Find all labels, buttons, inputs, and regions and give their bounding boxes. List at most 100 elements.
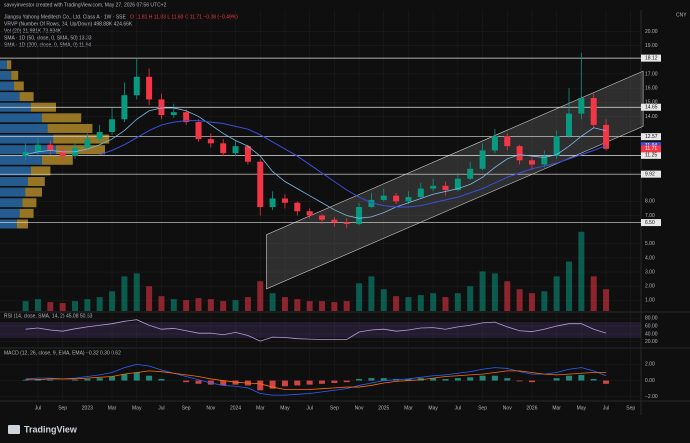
x-tick-label: Jul [455,405,461,411]
y-tick-label: 17.00 [645,71,658,77]
x-tick-label: Jul [603,405,609,411]
y-tick-label: 16.00 [645,85,658,91]
candle-body [232,146,239,154]
legend-symbol: Jiangsu Yahong Meditech Co., Ltd. Class … [4,14,126,20]
macd-hist [84,378,91,381]
x-tick-label: Sep [58,405,67,411]
y-tick-label: 19.00 [645,43,658,49]
candle-body [133,76,140,96]
profile-up [0,166,31,176]
x-tick-label: Sep [182,405,191,411]
macd-hist [22,379,29,381]
x-tick-label: May [132,405,142,411]
profile-up [0,145,56,155]
candle-body [294,202,301,212]
volume-bar [121,276,128,311]
macd-hist [47,379,54,381]
candle-body [442,185,449,191]
volume-bar [393,296,400,311]
macd-hist [183,380,190,383]
level-tag [641,103,661,111]
macd-hist [220,380,227,386]
level-tag [641,151,661,159]
profile-down [42,113,82,123]
volume-bar [343,301,350,311]
candle-body [454,178,461,191]
x-tick-label: Jul [35,405,41,411]
volume-bar [59,303,66,311]
x-tick-label: Nov [503,405,512,411]
y-tick-label: 20.00 [645,29,658,35]
x-tick-label: Sep [626,405,635,411]
volume-bar [467,286,474,311]
profile-up [0,177,28,187]
candle-body [257,161,264,207]
macd-hist [405,378,412,381]
macd-hist [603,380,610,384]
volume-bar [183,300,190,311]
candle-body [319,215,325,220]
volume-bar [417,295,424,311]
volume-bar [442,297,449,311]
x-tick-label: 2025 [378,405,389,411]
y-tick-label: 5.00 [645,241,655,247]
macd-hist [491,375,498,381]
candle-body [467,168,474,179]
x-tick-label: May [428,405,438,411]
macd-hist [368,378,375,381]
candle-body [220,143,227,154]
volume-bar [578,231,585,311]
macd-hist [553,378,560,381]
volume-bar [368,276,375,311]
x-tick-label: May [577,405,587,411]
level-label: 12.57 [645,134,658,140]
y-tick-label: 20.00 [645,339,658,345]
macd-hist [417,378,424,381]
macd-hist [467,377,474,381]
footer-brand: TradingView [24,424,78,434]
x-tick-label: 2024 [230,405,241,411]
macd-hist [442,378,449,381]
level-label: 6.50 [645,220,655,226]
macd-hist [133,372,140,381]
macd-hist [578,374,585,381]
x-tick-label: Sep [478,405,487,411]
candle-body [590,98,597,125]
rsi-line [25,319,607,342]
profile-up [0,92,20,102]
candle-body [170,112,177,116]
rsi-band [0,322,641,338]
credit: savvyinvestor created with TradingView.c… [4,2,167,8]
macd-hist [504,378,511,381]
profile-down [22,198,37,208]
candle-body [356,206,363,224]
profile-down [19,92,34,102]
level-tag [641,219,661,227]
profile-down [42,155,73,165]
rsi-title: RSI (14, close, SMA, 14, 2) 45.08 50.63 [4,313,93,319]
candle-body [393,195,400,202]
macd-hist [331,380,338,383]
candle-body [47,144,54,151]
volume-bar [541,291,548,311]
volume-bar [319,301,325,311]
candle-body [195,122,202,140]
volume-bar [47,302,54,311]
footer-logo: TradingView [8,424,78,434]
macd-hist [257,380,264,391]
candle-body [578,98,585,114]
macd-hist [343,380,350,383]
currency: CNY [676,12,687,18]
volume-bar [232,300,239,311]
level-tag [641,54,661,62]
x-tick-label: 2026 [526,405,537,411]
volume-bar [306,301,313,311]
profile-up [0,113,42,123]
level-tag [641,170,661,178]
x-tick-label: Nov [206,405,215,411]
profile-up [0,60,7,70]
candle-body [158,99,165,116]
macd-hist [306,380,313,385]
y-tick-label: 0.00 [645,378,655,384]
